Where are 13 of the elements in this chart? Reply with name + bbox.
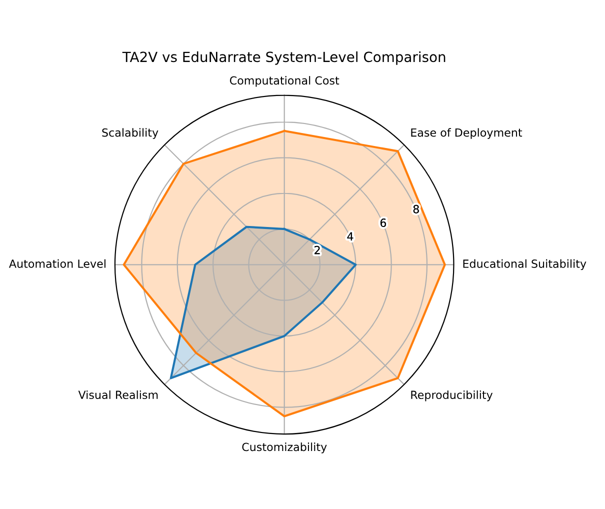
y-tick-label: 6 <box>380 218 386 227</box>
spoke-label: Visual Realism <box>78 390 158 400</box>
spoke-label: Customizability <box>242 442 327 454</box>
spoke-label: Ease of Deployment <box>411 128 522 139</box>
spoke-label: Educational Suitability <box>463 259 586 270</box>
spoke-label: Automation Level <box>8 259 106 268</box>
spoke-label: Reproducibility <box>411 390 493 402</box>
chart-title: TA2V vs EduNarrate System-Level Comparison <box>122 51 446 65</box>
y-tick-label: 4 <box>347 232 354 240</box>
y-tick-label: 2 <box>314 246 320 254</box>
y-tick-label: 8 <box>413 204 419 214</box>
spoke-label: Computational Cost <box>230 76 340 87</box>
spoke-label: Scalability <box>102 128 158 139</box>
